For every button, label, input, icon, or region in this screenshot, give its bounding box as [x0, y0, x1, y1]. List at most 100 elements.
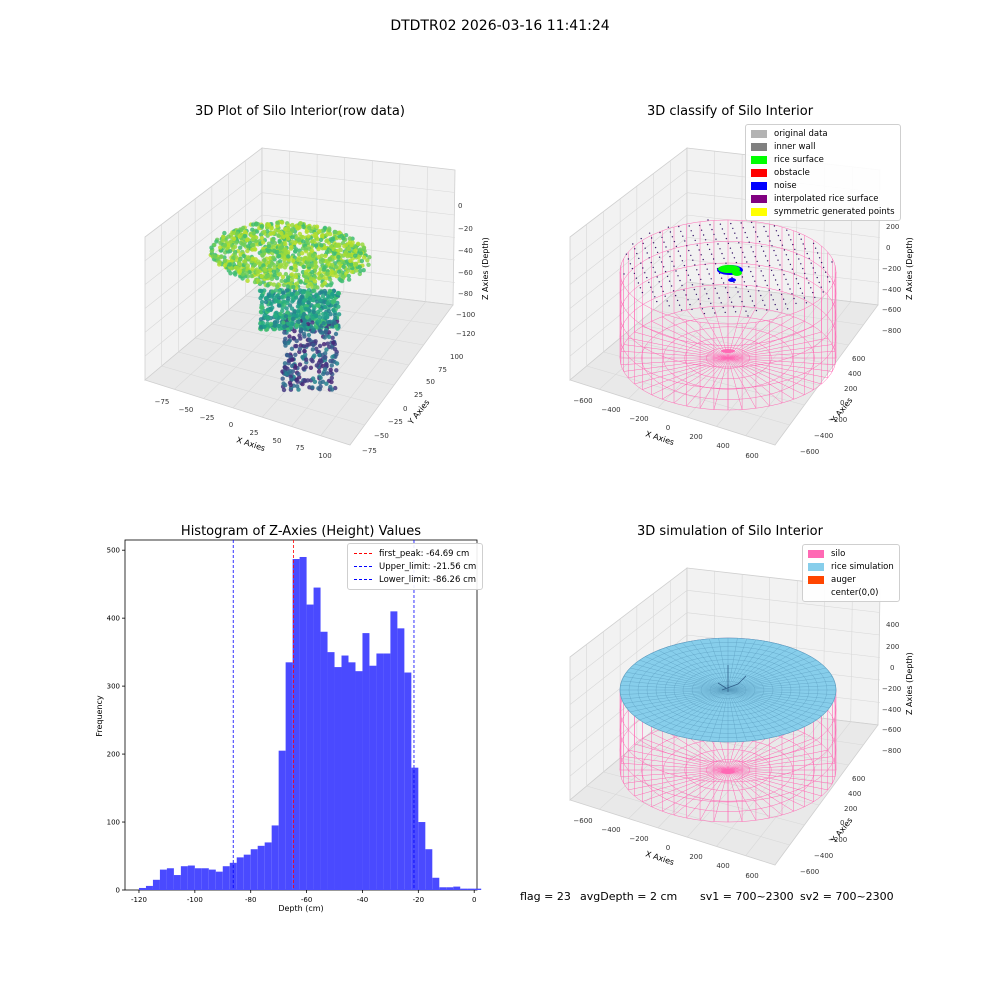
histogram-bar	[355, 671, 363, 890]
panel3-ztick: 400	[886, 621, 899, 629]
histogram-bar	[390, 611, 398, 890]
panel3-ztick: −400	[882, 706, 901, 714]
panel1-xtick: −50	[179, 406, 194, 414]
histogram-bar	[383, 653, 391, 890]
panel3-xtick: 200	[689, 853, 702, 861]
panel2-xlabel: X Axies	[644, 429, 675, 447]
legend-item-center: center(0,0)	[808, 586, 894, 599]
panel1-ylabel: Y Axies	[406, 398, 432, 427]
histogram-bar	[222, 866, 230, 890]
panel3-3d-plot: −600 −400 −200 0 200 400 600 X Axies −60…	[569, 567, 914, 880]
panel3-title: 3D simulation of Silo Interior	[637, 524, 823, 539]
legend-item-rice-simulation: rice simulation	[808, 560, 894, 573]
histogram-title: Histogram of Z-Axies (Height) Values	[180, 524, 422, 539]
panel3-y-ticks: −600 −400 −200 0 200 400 600	[800, 775, 865, 876]
panel1-ztick: −100	[456, 311, 475, 319]
histogram-bar	[243, 854, 251, 890]
panel1-ztick: −120	[456, 330, 475, 338]
panel3-xtick: −600	[573, 817, 592, 825]
panel2-ztick: −600	[882, 306, 901, 314]
legend-item-inner-wall: inner wall	[751, 140, 895, 153]
histogram-ytick-label: 200	[107, 751, 120, 759]
histogram-bar	[145, 885, 153, 890]
histogram-bar	[320, 631, 328, 890]
footer-avg-depth: avgDepth = 2 cm	[580, 890, 678, 903]
panel3-xtick: 400	[716, 862, 729, 870]
panel2-ytick: −200	[828, 416, 847, 424]
panel2-title: 3D classify of Silo Interior	[646, 104, 814, 119]
histogram-bar	[334, 667, 342, 890]
panel3-ytick: 600	[852, 775, 865, 783]
histogram-bar	[411, 767, 419, 890]
panel1-x-ticks: −75 −50 −25 0 25 50 75 100	[155, 398, 332, 460]
histogram-bar	[250, 849, 258, 890]
panel1-ytick: −75	[362, 447, 377, 455]
panel3-z-ticks: 400 200 0 −200 −400 −600 −800	[882, 621, 901, 755]
panel1-ztick: −20	[458, 225, 473, 233]
histogram-y-ticks: 0 100 200 300 400 500	[107, 547, 125, 895]
histogram-xtick-label: -100	[187, 896, 203, 904]
histogram-bar	[173, 875, 181, 890]
panel1-ytick: 75	[438, 366, 447, 374]
histogram-bar	[404, 672, 412, 890]
legend-label: Lower_limit: -86.26 cm	[379, 574, 477, 585]
legend-item-silo: silo	[808, 547, 894, 560]
footer-sv2: sv2 = 700~2300	[800, 890, 894, 903]
panel1-xtick: 75	[296, 444, 305, 452]
legend-item-upper-limit: Upper_limit: -21.56 cm	[354, 560, 476, 573]
histogram-x-ticks: -120 -100 -80 -60 -40 -20 0	[131, 890, 476, 904]
legend-label: inner wall	[774, 141, 816, 152]
histogram-bar	[180, 866, 188, 890]
panel1-ytick: −50	[374, 432, 389, 440]
panel1-ztick: 0	[458, 202, 462, 210]
panel3-ytick: 200	[844, 805, 857, 813]
panel1-xtick: 0	[229, 421, 233, 429]
histogram-bar	[278, 750, 286, 890]
panel1-xtick: 100	[318, 452, 331, 460]
inner-wall-swatch	[751, 142, 767, 151]
histogram-ytick-label: 100	[107, 819, 120, 827]
panel2-ytick: 600	[852, 355, 865, 363]
legend-label: Upper_limit: -21.56 cm	[379, 561, 477, 572]
panel2-3d-plot: −600 −400 −200 0 200 400 600 X Axies −60…	[569, 147, 914, 460]
histogram-chart: -120 -100 -80 -60 -40 -20 0 0 100 200 300 400 500 D…	[95, 539, 482, 913]
panel1-y-ticks: −75 −50 −25 0 25 50 75 100	[362, 353, 463, 455]
histogram-xlabel: Depth (cm)	[278, 904, 323, 913]
legend-label: original data	[774, 128, 828, 139]
legend-label: first_peak: -64.69 cm	[379, 548, 470, 559]
panel3-xtick: −400	[601, 826, 620, 834]
footer-flag: flag = 23	[520, 890, 571, 903]
panel2-center-marker	[721, 349, 735, 353]
obstacle-swatch	[751, 168, 767, 177]
panel2-ytick: 400	[848, 370, 861, 378]
histogram-bar	[187, 865, 195, 890]
rice-surface-swatch	[751, 155, 767, 164]
legend-item-interpolated: interpolated rice surface	[751, 192, 895, 205]
histogram-bar	[446, 887, 454, 890]
histogram-legend: first_peak: -64.69 cm Upper_limit: -21.5…	[347, 543, 484, 590]
legend-item-rice-surface: rice surface	[751, 153, 895, 166]
panel3-center-marker	[721, 770, 735, 774]
panel1-title: 3D Plot of Silo Interior(row data)	[195, 104, 405, 119]
panel3-rice-mesh	[619, 637, 837, 743]
histogram-vlines	[232, 540, 415, 890]
histogram-bar	[215, 871, 223, 890]
histogram-bar	[236, 857, 244, 890]
histogram-bar	[425, 849, 433, 890]
panel3-xtick: 0	[666, 844, 670, 852]
panel1-xlabel: X Axies	[235, 435, 266, 453]
figure-title: DTDTR02 2026-03-16 11:41:24	[390, 18, 610, 34]
panel1-ztick: −60	[458, 269, 473, 277]
histogram-bars	[138, 556, 482, 890]
histogram-bar	[313, 587, 321, 890]
histogram-bar	[397, 628, 405, 890]
histogram-bar	[348, 662, 356, 890]
histogram-bar	[166, 868, 174, 890]
panel1-xtick: −75	[155, 398, 170, 406]
histogram-bar	[194, 868, 202, 890]
panel3-ztick: −200	[882, 685, 901, 693]
histogram-bar	[299, 556, 307, 890]
panel2-xtick: −200	[629, 415, 648, 423]
panel3-xtick: 600	[745, 872, 758, 880]
original-data-swatch	[751, 129, 767, 138]
